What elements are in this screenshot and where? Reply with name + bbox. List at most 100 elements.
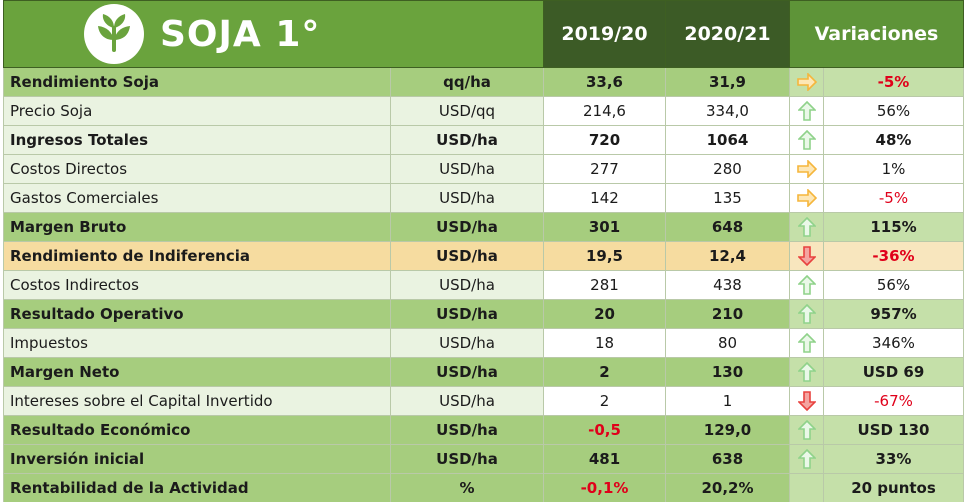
column-header-2019[interactable]: 2019/20: [543, 0, 666, 68]
variation-value[interactable]: 56%: [823, 96, 964, 126]
value-2020[interactable]: 334,0: [665, 96, 790, 126]
value-2020[interactable]: 1064: [665, 125, 790, 155]
row-label[interactable]: Rendimiento de Indiferencia: [3, 241, 391, 271]
value-2020[interactable]: 129,0: [665, 415, 790, 445]
row-unit[interactable]: USD/ha: [390, 212, 544, 242]
value-2019[interactable]: 2: [543, 357, 666, 387]
value-2019[interactable]: 720: [543, 125, 666, 155]
row-unit[interactable]: USD/ha: [390, 154, 544, 184]
table-row: Resultado Económico USD/ha -0,5 129,0 USD 13…: [3, 415, 964, 445]
arrow-right-icon: [789, 67, 824, 97]
value-2020[interactable]: 135: [665, 183, 790, 213]
row-label[interactable]: Margen Neto: [3, 357, 391, 387]
variation-value[interactable]: USD 69: [823, 357, 964, 387]
value-2020[interactable]: 130: [665, 357, 790, 387]
row-unit[interactable]: USD/ha: [390, 415, 544, 445]
value-2019[interactable]: 301: [543, 212, 666, 242]
variation-value[interactable]: 33%: [823, 444, 964, 474]
row-label[interactable]: Inversión inicial: [3, 444, 391, 474]
row-unit[interactable]: %: [390, 473, 544, 502]
value-2020[interactable]: 31,9: [665, 67, 790, 97]
variation-value[interactable]: 56%: [823, 270, 964, 300]
arrow-down-icon: [789, 386, 824, 416]
variation-value[interactable]: 957%: [823, 299, 964, 329]
row-unit[interactable]: USD/ha: [390, 386, 544, 416]
soybean-leaf-icon: [84, 4, 144, 64]
value-2020[interactable]: 280: [665, 154, 790, 184]
arrow-down-icon: [789, 241, 824, 271]
arrow-up-icon: [789, 212, 824, 242]
value-2020[interactable]: 12,4: [665, 241, 790, 271]
table-row: Inversión inicial USD/ha 481 638 33%: [3, 444, 964, 474]
value-2019[interactable]: -0,5: [543, 415, 666, 445]
row-label[interactable]: Gastos Comerciales: [3, 183, 391, 213]
row-unit[interactable]: USD/ha: [390, 241, 544, 271]
value-2019[interactable]: 142: [543, 183, 666, 213]
column-header-2020[interactable]: 2020/21: [665, 0, 790, 68]
row-unit[interactable]: USD/ha: [390, 299, 544, 329]
variation-value[interactable]: 20 puntos: [823, 473, 964, 502]
arrow-up-icon: [789, 270, 824, 300]
value-2020[interactable]: 438: [665, 270, 790, 300]
variation-value[interactable]: 346%: [823, 328, 964, 358]
row-unit[interactable]: USD/ha: [390, 444, 544, 474]
row-label[interactable]: Rendimiento Soja: [3, 67, 391, 97]
value-2019[interactable]: -0,1%: [543, 473, 666, 502]
row-unit[interactable]: USD/ha: [390, 270, 544, 300]
value-2019[interactable]: 18: [543, 328, 666, 358]
variation-value[interactable]: USD 130: [823, 415, 964, 445]
value-2020[interactable]: 210: [665, 299, 790, 329]
value-2019[interactable]: 19,5: [543, 241, 666, 271]
row-label[interactable]: Resultado Operativo: [3, 299, 391, 329]
variation-value[interactable]: -5%: [823, 183, 964, 213]
table-row: Rentabilidad de la Actividad% -0,1% 20,2% 2…: [3, 473, 964, 502]
value-2019[interactable]: 277: [543, 154, 666, 184]
variation-value[interactable]: 48%: [823, 125, 964, 155]
value-2019[interactable]: 281: [543, 270, 666, 300]
value-2020[interactable]: 1: [665, 386, 790, 416]
logo-title: SOJA 1°: [160, 13, 321, 55]
variation-value[interactable]: -5%: [823, 67, 964, 97]
arrow-right-icon: [789, 183, 824, 213]
value-2020[interactable]: 20,2%: [665, 473, 790, 502]
table-row: Rendimiento Soja qq/ha 33,6 31,9 -5%: [3, 67, 964, 97]
row-unit[interactable]: USD/qq: [390, 96, 544, 126]
arrow-up-icon: [789, 357, 824, 387]
row-unit[interactable]: qq/ha: [390, 67, 544, 97]
variation-value[interactable]: 115%: [823, 212, 964, 242]
row-label[interactable]: Margen Bruto: [3, 212, 391, 242]
value-2019[interactable]: 33,6: [543, 67, 666, 97]
row-label[interactable]: Rentabilidad de la Actividad: [3, 473, 391, 502]
row-label[interactable]: Ingresos Totales: [3, 125, 391, 155]
value-2019[interactable]: 2: [543, 386, 666, 416]
row-unit[interactable]: USD/ha: [390, 125, 544, 155]
logo: SOJA 1°: [10, 4, 537, 64]
value-2020[interactable]: 648: [665, 212, 790, 242]
value-2020[interactable]: 80: [665, 328, 790, 358]
arrow-up-icon: [789, 444, 824, 474]
value-2019[interactable]: 214,6: [543, 96, 666, 126]
value-2020[interactable]: 638: [665, 444, 790, 474]
arrow-up-icon: [789, 328, 824, 358]
row-unit[interactable]: USD/ha: [390, 328, 544, 358]
arrow-cell-empty: [789, 473, 824, 502]
variation-value[interactable]: 1%: [823, 154, 964, 184]
variation-value[interactable]: -67%: [823, 386, 964, 416]
arrow-up-icon: [789, 96, 824, 126]
row-unit[interactable]: USD/ha: [390, 183, 544, 213]
row-label[interactable]: Impuestos: [3, 328, 391, 358]
row-label[interactable]: Precio Soja: [3, 96, 391, 126]
value-2019[interactable]: 20: [543, 299, 666, 329]
table-row: Intereses sobre el Capital Invertido USD/…: [3, 386, 964, 416]
table-row: Resultado Operativo USD/ha 20 210 957%: [3, 299, 964, 329]
row-label[interactable]: Resultado Económico: [3, 415, 391, 445]
value-2019[interactable]: 481: [543, 444, 666, 474]
table-row: Costos Directos USD/ha 277 280 1%: [3, 154, 964, 184]
row-label[interactable]: Costos Indirectos: [3, 270, 391, 300]
column-header-variaciones[interactable]: Variaciones: [789, 0, 964, 68]
row-label[interactable]: Costos Directos: [3, 154, 391, 184]
variation-value[interactable]: -36%: [823, 241, 964, 271]
row-unit[interactable]: USD/ha: [390, 357, 544, 387]
row-label[interactable]: Intereses sobre el Capital Invertido: [3, 386, 391, 416]
